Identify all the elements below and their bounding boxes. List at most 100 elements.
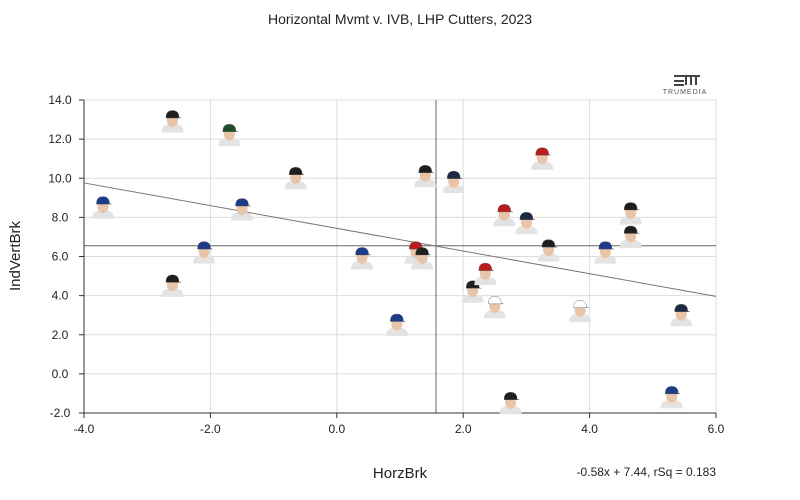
y-tick-label: 14.0	[48, 93, 72, 107]
x-tick-label: -2.0	[200, 422, 221, 436]
jersey-shape	[660, 400, 683, 409]
jersey-shape	[569, 314, 592, 323]
jersey-shape	[161, 124, 184, 133]
player-headshot-point	[411, 247, 434, 270]
player-headshot-point	[537, 239, 560, 262]
cap-shape	[478, 262, 494, 271]
cap-shape	[222, 124, 238, 132]
y-axis-label: IndVertBrk	[7, 220, 24, 291]
jersey-shape	[193, 255, 216, 264]
player-headshot-point	[218, 124, 241, 147]
jersey-shape	[619, 216, 642, 225]
cap-shape	[535, 147, 551, 156]
player-headshot-point	[619, 225, 642, 248]
brand-label: TRUMEDIA	[663, 89, 708, 96]
player-headshot-point	[231, 198, 253, 221]
jersey-shape	[411, 261, 434, 270]
cap-shape	[415, 247, 431, 256]
y-tick-label: 0.0	[52, 367, 69, 381]
cap-shape	[623, 202, 640, 211]
player-headshot-point	[161, 110, 184, 133]
player-headshot-point	[442, 170, 465, 194]
jersey-shape	[531, 161, 554, 170]
trumedia-logo: TRUMEDIA	[663, 75, 708, 96]
x-tick-label: 2.0	[455, 422, 472, 436]
cap-shape	[519, 212, 535, 220]
jersey-shape	[499, 406, 522, 415]
jersey-shape	[385, 327, 408, 336]
data-points	[91, 110, 693, 415]
y-tick-label: 8.0	[52, 210, 69, 224]
player-headshot-point	[515, 212, 538, 235]
jersey-shape	[493, 218, 516, 227]
jersey-shape	[483, 310, 506, 319]
x-tick-label: 4.0	[581, 422, 598, 436]
y-tick-label: 12.0	[48, 132, 72, 146]
cap-shape	[390, 313, 406, 322]
jersey-shape	[161, 288, 184, 297]
jersey-shape	[515, 226, 538, 235]
x-axis-label: HorzBrk	[373, 465, 428, 482]
x-tick-label: 0.0	[328, 422, 345, 436]
cap-shape	[674, 303, 690, 312]
jersey-shape	[594, 255, 617, 264]
cap-shape	[355, 247, 371, 256]
player-headshot-point	[619, 202, 642, 225]
player-headshot-point	[385, 313, 408, 336]
player-headshot-point	[414, 165, 437, 188]
y-tick-label: 4.0	[52, 289, 69, 303]
cap-shape	[165, 274, 182, 283]
cap-shape	[665, 386, 681, 395]
jersey-shape	[442, 185, 465, 194]
jersey-shape	[414, 179, 437, 188]
player-headshot-point	[493, 204, 516, 227]
cap-shape	[598, 241, 614, 250]
player-headshot-point	[499, 392, 522, 415]
cap-shape	[96, 196, 112, 205]
tick-labels: -4.0 -2.0 0.0 2.0 4.0 6.0-2.00.02.04.06.08.01…	[48, 93, 724, 436]
trendline-layer	[83, 182, 717, 297]
player-headshot-point	[483, 296, 506, 319]
x-tick-label: -4.0	[74, 422, 95, 436]
jersey-shape	[231, 212, 253, 221]
cap-shape	[235, 198, 251, 207]
trendline-formula: -0.58x + 7.44, rSq = 0.183	[577, 465, 717, 479]
cap-shape	[497, 204, 513, 213]
jersey-shape	[537, 253, 560, 262]
jersey-shape	[619, 239, 642, 248]
player-headshot-point	[569, 300, 592, 323]
cap-shape	[289, 167, 305, 175]
cap-shape	[503, 392, 520, 400]
y-tick-label: 2.0	[52, 328, 69, 342]
jersey-shape	[351, 261, 374, 270]
player-headshot-point	[161, 274, 184, 297]
grid-lines	[83, 99, 717, 414]
cap-shape	[197, 241, 213, 250]
y-tick-label: -2.0	[50, 406, 71, 420]
y-tick-label: 6.0	[52, 250, 69, 264]
jersey-shape	[218, 138, 241, 147]
chart-title: Horizontal Mvmt v. IVB, LHP Cutters, 202…	[268, 11, 532, 27]
jersey-shape	[474, 277, 497, 286]
trendline	[83, 182, 717, 297]
cap-shape	[418, 165, 434, 173]
x-tick-label: 6.0	[708, 422, 725, 436]
jersey-shape	[284, 181, 307, 190]
axes	[79, 99, 717, 418]
cap-shape	[447, 170, 463, 179]
cap-shape	[541, 239, 558, 248]
y-tick-label: 10.0	[48, 171, 72, 185]
player-headshot-point	[660, 386, 683, 409]
trumedia-mark	[674, 75, 700, 86]
jersey-shape	[670, 318, 693, 327]
player-headshot-point	[670, 303, 693, 327]
jersey-shape	[461, 294, 484, 303]
jersey-shape	[91, 210, 114, 219]
player-headshot-point	[594, 241, 617, 264]
player-headshot-point	[351, 247, 374, 270]
player-headshot-point	[474, 262, 497, 286]
cap-shape	[573, 300, 589, 308]
player-headshot-point	[461, 280, 484, 303]
player-headshot-point	[284, 167, 307, 190]
player-headshot-point	[193, 241, 216, 264]
